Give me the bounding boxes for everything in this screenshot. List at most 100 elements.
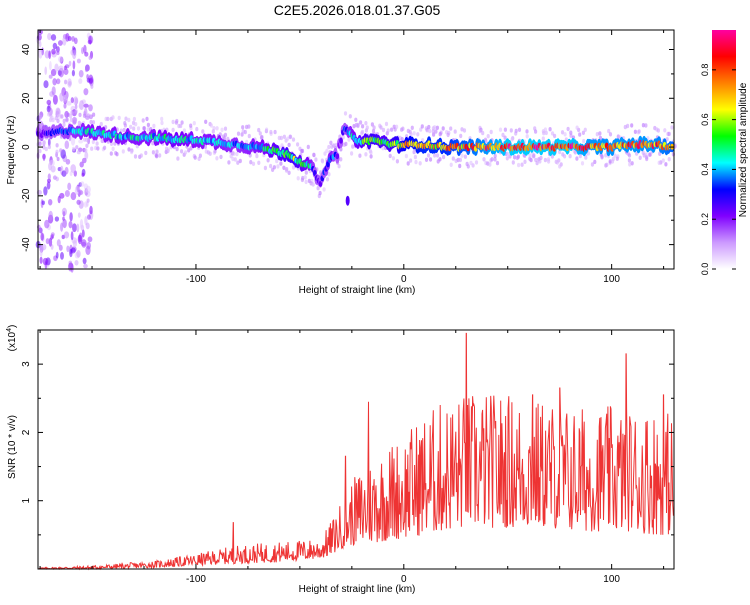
noise-blob (68, 81, 72, 86)
noise-blob (79, 219, 84, 229)
halo-blob (69, 117, 73, 123)
halo-blob (525, 134, 529, 139)
halo-blob (667, 157, 671, 162)
halo-blob (364, 121, 368, 126)
halo-blob (581, 130, 586, 135)
halo-blob (410, 125, 414, 130)
halo-blob (613, 153, 617, 158)
halo-blob (59, 148, 63, 153)
halo-blob (360, 129, 365, 135)
noise-blob (57, 40, 63, 46)
colorbar-tick-label: 0.4 (700, 163, 710, 176)
y-tick-label: 3 (21, 361, 32, 367)
halo-blob (314, 157, 318, 162)
halo-blob (543, 157, 548, 163)
halo-blob (91, 120, 96, 125)
halo-blob (155, 154, 159, 159)
noise-blob (74, 260, 79, 266)
noise-blob (76, 249, 81, 258)
halo-blob (39, 114, 43, 120)
noise-blob (68, 60, 72, 67)
halo-blob (144, 150, 148, 156)
halo-blob (633, 129, 638, 134)
halo-blob (337, 164, 341, 169)
halo-blob (85, 143, 89, 148)
noise-blob (71, 35, 75, 42)
y-tick-label: 20 (21, 92, 32, 104)
noise-blob (39, 249, 43, 257)
noise-blob (81, 229, 85, 238)
noise-blob (41, 243, 47, 251)
halo-blob (372, 125, 376, 130)
halo-blob (127, 117, 131, 123)
noise-blob (86, 198, 90, 203)
noise-blob (79, 161, 84, 168)
halo-blob (70, 110, 74, 115)
halo-blob (466, 164, 470, 169)
halo-blob (296, 176, 300, 181)
noise-blob (58, 56, 64, 63)
halo-blob (127, 147, 131, 152)
halo-blob (630, 161, 634, 166)
noise-blob (56, 51, 60, 56)
noise-blob (63, 103, 67, 109)
noise-blob (41, 200, 45, 206)
halo-blob (136, 126, 141, 131)
halo-blob (501, 132, 505, 138)
y-tick-label: 40 (21, 44, 32, 56)
spectrogram-y-ticks: -40 -20 0 20 40 (21, 44, 674, 270)
halo-blob (663, 128, 667, 133)
halo-blob (667, 131, 671, 137)
halo-blob (160, 116, 164, 122)
noise-blob (63, 95, 69, 103)
noise-blob (84, 151, 89, 160)
halo-blob (395, 159, 399, 164)
noise-blob (72, 49, 77, 60)
halo-blob (55, 143, 59, 148)
noise-blob (80, 181, 85, 187)
spectrogram-marks (35, 29, 677, 273)
halo-blob (193, 155, 197, 160)
halo-blob (560, 130, 565, 135)
halo-blob (359, 120, 363, 125)
noise-blob (78, 103, 83, 109)
halo-blob (42, 140, 47, 145)
halo-blob (370, 122, 374, 127)
halo-blob (184, 150, 188, 155)
halo-blob (99, 121, 103, 127)
noise-blob (49, 61, 52, 71)
noise-blob (58, 244, 63, 251)
noise-blob (82, 257, 87, 265)
halo-blob (236, 131, 241, 136)
halo-blob (515, 155, 520, 161)
halo-blob (608, 159, 612, 164)
halo-blob (171, 119, 175, 125)
noise-blob (74, 185, 80, 195)
halo-blob (358, 153, 362, 158)
halo-blob (495, 160, 500, 166)
halo-blob (523, 159, 527, 164)
halo-blob (273, 129, 277, 135)
halo-blob (182, 128, 186, 133)
halo-blob (661, 158, 665, 163)
noise-blob (49, 159, 55, 167)
noise-blob (70, 136, 76, 146)
halo-blob (132, 116, 136, 122)
noise-blob (56, 78, 61, 85)
halo-blob (300, 148, 305, 154)
halo-blob (641, 123, 646, 128)
noise-blob (73, 96, 79, 106)
noise-blob (52, 175, 57, 180)
halo-blob (306, 144, 310, 150)
noise-blob (45, 238, 50, 245)
halo-blob (435, 153, 440, 158)
halo-blob (60, 114, 64, 119)
halo-blob (416, 132, 420, 137)
noise-blob (78, 189, 83, 196)
halo-blob (257, 160, 261, 165)
halo-blob (287, 170, 291, 175)
noise-blob (43, 80, 49, 89)
halo-blob (608, 132, 613, 137)
noise-blob (83, 88, 89, 96)
halo-blob (607, 128, 611, 134)
